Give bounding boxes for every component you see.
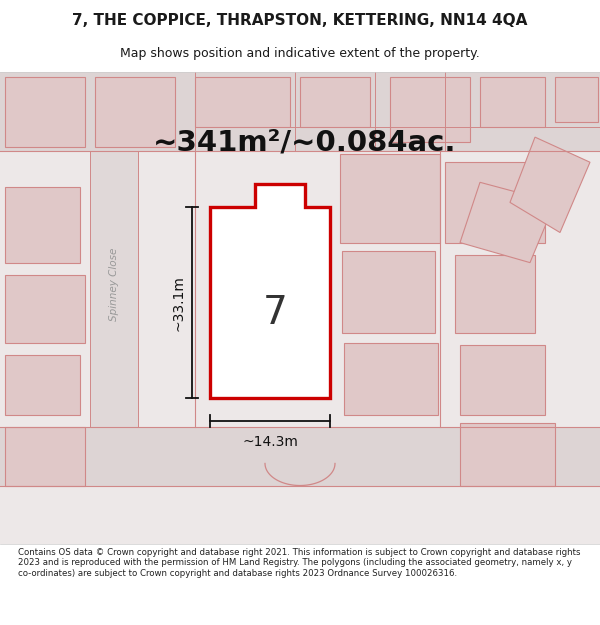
Text: ~33.1m: ~33.1m xyxy=(171,275,185,331)
Polygon shape xyxy=(300,77,370,127)
Text: Spinney Close: Spinney Close xyxy=(109,248,119,321)
Polygon shape xyxy=(5,188,80,262)
Polygon shape xyxy=(5,355,80,415)
Polygon shape xyxy=(210,184,330,398)
Text: ~341m²/~0.084ac.: ~341m²/~0.084ac. xyxy=(153,128,457,156)
Polygon shape xyxy=(460,182,555,262)
Bar xyxy=(0,72,600,152)
Polygon shape xyxy=(95,77,175,147)
Text: Contains OS data © Crown copyright and database right 2021. This information is : Contains OS data © Crown copyright and d… xyxy=(18,548,581,578)
Polygon shape xyxy=(342,251,435,333)
Bar xyxy=(0,428,600,486)
Polygon shape xyxy=(510,137,590,232)
Polygon shape xyxy=(344,343,438,415)
Text: ~14.3m: ~14.3m xyxy=(242,436,298,449)
Polygon shape xyxy=(5,274,85,343)
Polygon shape xyxy=(460,345,545,415)
Polygon shape xyxy=(555,77,598,122)
Polygon shape xyxy=(455,254,535,333)
Text: 7: 7 xyxy=(263,294,287,332)
Polygon shape xyxy=(480,77,545,127)
Text: 7, THE COPPICE, THRAPSTON, KETTERING, NN14 4QA: 7, THE COPPICE, THRAPSTON, KETTERING, NN… xyxy=(73,12,527,28)
Text: Map shows position and indicative extent of the property.: Map shows position and indicative extent… xyxy=(120,48,480,61)
Bar xyxy=(90,151,138,428)
Polygon shape xyxy=(195,77,290,127)
Polygon shape xyxy=(460,423,555,486)
Polygon shape xyxy=(390,77,470,142)
Polygon shape xyxy=(5,77,85,147)
Polygon shape xyxy=(445,162,545,242)
Polygon shape xyxy=(5,428,85,486)
Polygon shape xyxy=(340,154,440,242)
